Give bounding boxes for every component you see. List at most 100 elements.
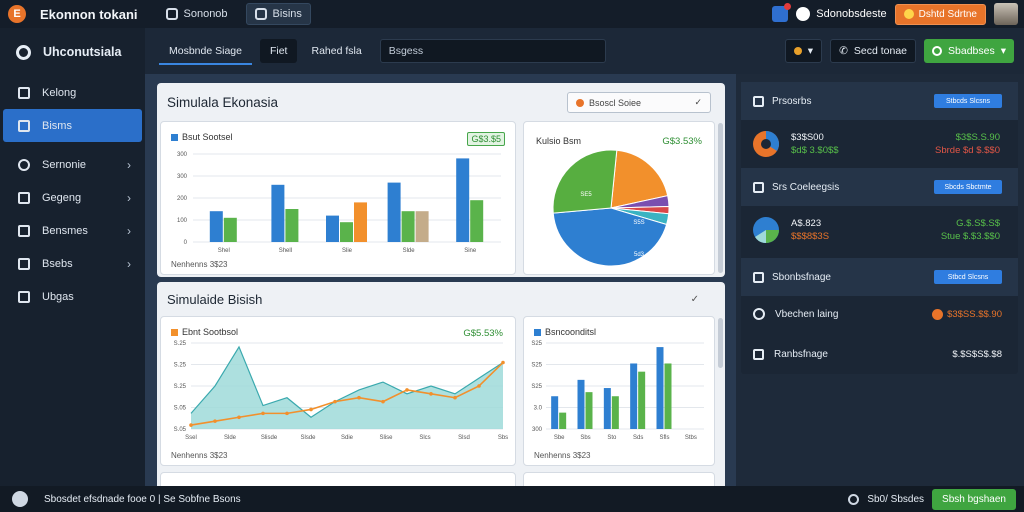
x-tick-label: Slsde [300,435,316,441]
bar [209,211,223,242]
bar [611,396,619,429]
bar [415,211,429,242]
dashboard-icon [165,8,178,20]
section-title: Simulaide Bisish [167,292,263,307]
section-action-button[interactable]: Stbcd Slcsns [934,270,1002,284]
data-point [189,423,193,427]
y-tick-label: S25 [531,341,542,347]
user-menu[interactable]: Sdonobsdeste [796,7,887,21]
tab-rahed-fsla[interactable]: Rahed fsla [311,45,362,57]
sidebar-item-gegeng[interactable]: Gegeng › [0,181,145,214]
status-right-label: Sb0/ Sbsdes [867,493,925,505]
scrollbar[interactable] [718,318,723,368]
globe-icon [16,44,31,60]
x-tick-label: Sfls [659,435,669,441]
app-title: Ekonnon tokani [40,6,138,22]
bar [285,209,299,242]
data-point [213,419,217,423]
users-icon [18,290,30,303]
sidebar-item-sernonie[interactable]: Sernonie › [0,148,145,181]
filter-label: Secd tonae [853,45,908,57]
status-action-button[interactable]: Sbsh bgshaen [932,488,1016,510]
sidebar-item-bisms[interactable]: Bisms [3,109,142,142]
promo-button[interactable]: Dshtd Sdrtne [894,3,986,25]
bar-chart-card: Bsut Sootsel G$3.$5 300 300 200 100 0 Shel She… [160,121,516,275]
sidebar-item-label: Bisms [42,119,72,132]
right-section-header: Srs Coeleegsis Sbcds Sbctmte [741,168,1018,206]
grid-icon [254,8,267,20]
dropdown-value: Bsoscl Soiee [589,97,642,108]
sidebar-item-bsebs[interactable]: Bsebs › [0,247,145,280]
avatar[interactable] [994,3,1018,25]
x-tick-label: Slde [224,435,237,441]
tab-label: Sononob [183,8,228,20]
main-content: Simulala Ekonasia Bsoscl Soiee ✓ Bsut So… [145,74,736,492]
card-footer: Nenhenns 3$23 [171,451,228,460]
data-point [285,411,289,416]
sidebar-item-kelong[interactable]: Kelong [0,76,145,109]
scrollbar[interactable] [718,123,723,273]
y-tick-label: S.25 [174,341,187,347]
coin-select[interactable]: ▾ [784,39,823,63]
chevron-right-icon: › [127,223,131,238]
app-logo-icon: E [8,5,26,23]
data-point [333,399,337,404]
pie-chart: SE5 S5S 5d3 [552,149,670,267]
filter-button[interactable]: ✆ Secd tonae [830,39,917,63]
area-series [191,346,503,429]
bar [354,202,367,242]
section-action-button[interactable]: Sbcds Sbctmte [934,180,1002,194]
bar-chart-card-2: Bsncoonditsl S25 S25 S25 3.0 300 Sbe Sbs Sto Sds… [523,316,715,466]
card-label: Bsncoonditsl [534,327,596,337]
coin-icon [903,9,914,19]
tab-sononob[interactable]: Sononob [158,3,236,25]
bar [387,182,401,242]
section-action-button[interactable]: Stbcds Slcsns [934,94,1002,108]
y-tick-label: 300 [177,174,188,180]
bar [401,211,415,242]
card-label: Bsut Sootsel [171,132,233,142]
x-tick-label: Sine [464,248,477,254]
x-tick-label: Sbs [580,435,590,441]
pct-change: G$3.53% [662,136,702,147]
y-tick-label: S.25 [174,363,187,369]
chevron-down-icon[interactable]: ✓ [690,294,699,305]
sidebar-item-label: Bsebs [42,257,73,270]
simulation-panel-2: Simulaide Bisish ✓ Ebnt Sootbsol G$5.53%… [157,282,725,492]
building-icon [18,86,30,99]
tab-bisins[interactable]: Bisins [245,3,311,25]
pie-slice [610,149,669,209]
y-tick-label: 100 [177,218,188,224]
sidebar-item-label: Gegeng [42,191,82,204]
primary-action-button[interactable]: Sbadbses ▾ [924,39,1014,63]
value-change: $3$S.S.90 [955,132,1000,143]
value-pill: $.$S$S$.$8 [952,349,1002,360]
right-panel: Prsosrbs Stbcds Slcsns $3$S00 $d$ 3.$0$$… [741,82,1018,374]
data-point [453,395,457,400]
user-icon [18,158,30,171]
search-input[interactable]: Bsgess [379,39,606,63]
area-line [190,345,504,419]
section-title: Sbonbsfnage [772,271,831,283]
right-data-row[interactable]: Ranbsfnage $.$S$S$.$8 [741,334,1018,374]
y-tick-label: S25 [531,363,542,369]
sidebar-item-bensmes[interactable]: Bensmes › [0,214,145,247]
chevron-right-icon: › [127,157,131,172]
right-section-header: Prsosrbs Stbcds Slcsns [741,82,1018,120]
scenario-dropdown[interactable]: Bsoscl Soiee ✓ [567,92,711,113]
simulation-panel: Simulala Ekonasia Bsoscl Soiee ✓ Bsut So… [157,83,725,277]
primary-action-label: Sbadbses [948,45,995,57]
tab-mosbnde-siage[interactable]: Mosbnde Siage [159,39,252,65]
data-point [309,407,313,412]
value-primary: A$.823 [791,218,822,229]
table-icon [753,348,764,360]
bar [656,347,664,429]
sidebar-brand[interactable]: Uhconutsiala [0,28,145,76]
status-badge: G$3.$5 [467,132,505,146]
sidebar-item-ubgas[interactable]: Ubgas [0,280,145,313]
chevron-down-icon: ▾ [1000,45,1006,57]
series-line [190,361,504,426]
right-data-row[interactable]: Vbechen laing $3$SS.$$.90 [741,294,1018,334]
tab-fiet[interactable]: Fiet [259,39,298,63]
notification-bell-icon[interactable] [772,3,792,22]
